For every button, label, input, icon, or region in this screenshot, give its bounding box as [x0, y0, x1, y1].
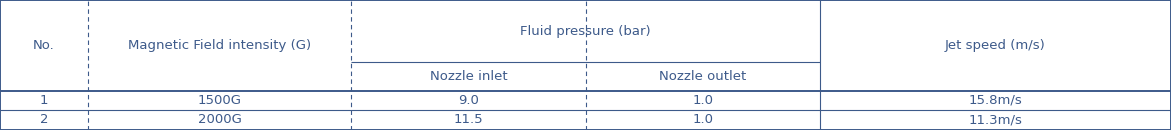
- Text: Magnetic Field intensity (G): Magnetic Field intensity (G): [128, 39, 311, 52]
- Text: Fluid pressure (bar): Fluid pressure (bar): [520, 25, 651, 38]
- Text: Jet speed (m/s): Jet speed (m/s): [945, 39, 1046, 52]
- Text: No.: No.: [33, 39, 55, 52]
- Text: Nozzle outlet: Nozzle outlet: [659, 70, 746, 83]
- Text: 9.0: 9.0: [458, 94, 479, 107]
- Text: 1.0: 1.0: [692, 94, 713, 107]
- Text: 1500G: 1500G: [198, 94, 241, 107]
- Text: 2000G: 2000G: [198, 113, 241, 126]
- Text: 15.8m/s: 15.8m/s: [968, 94, 1022, 107]
- Text: 2: 2: [40, 113, 48, 126]
- Text: 11.3m/s: 11.3m/s: [968, 113, 1022, 126]
- Text: 1: 1: [40, 94, 48, 107]
- Text: 1.0: 1.0: [692, 113, 713, 126]
- Text: Nozzle inlet: Nozzle inlet: [430, 70, 507, 83]
- Text: 11.5: 11.5: [453, 113, 484, 126]
